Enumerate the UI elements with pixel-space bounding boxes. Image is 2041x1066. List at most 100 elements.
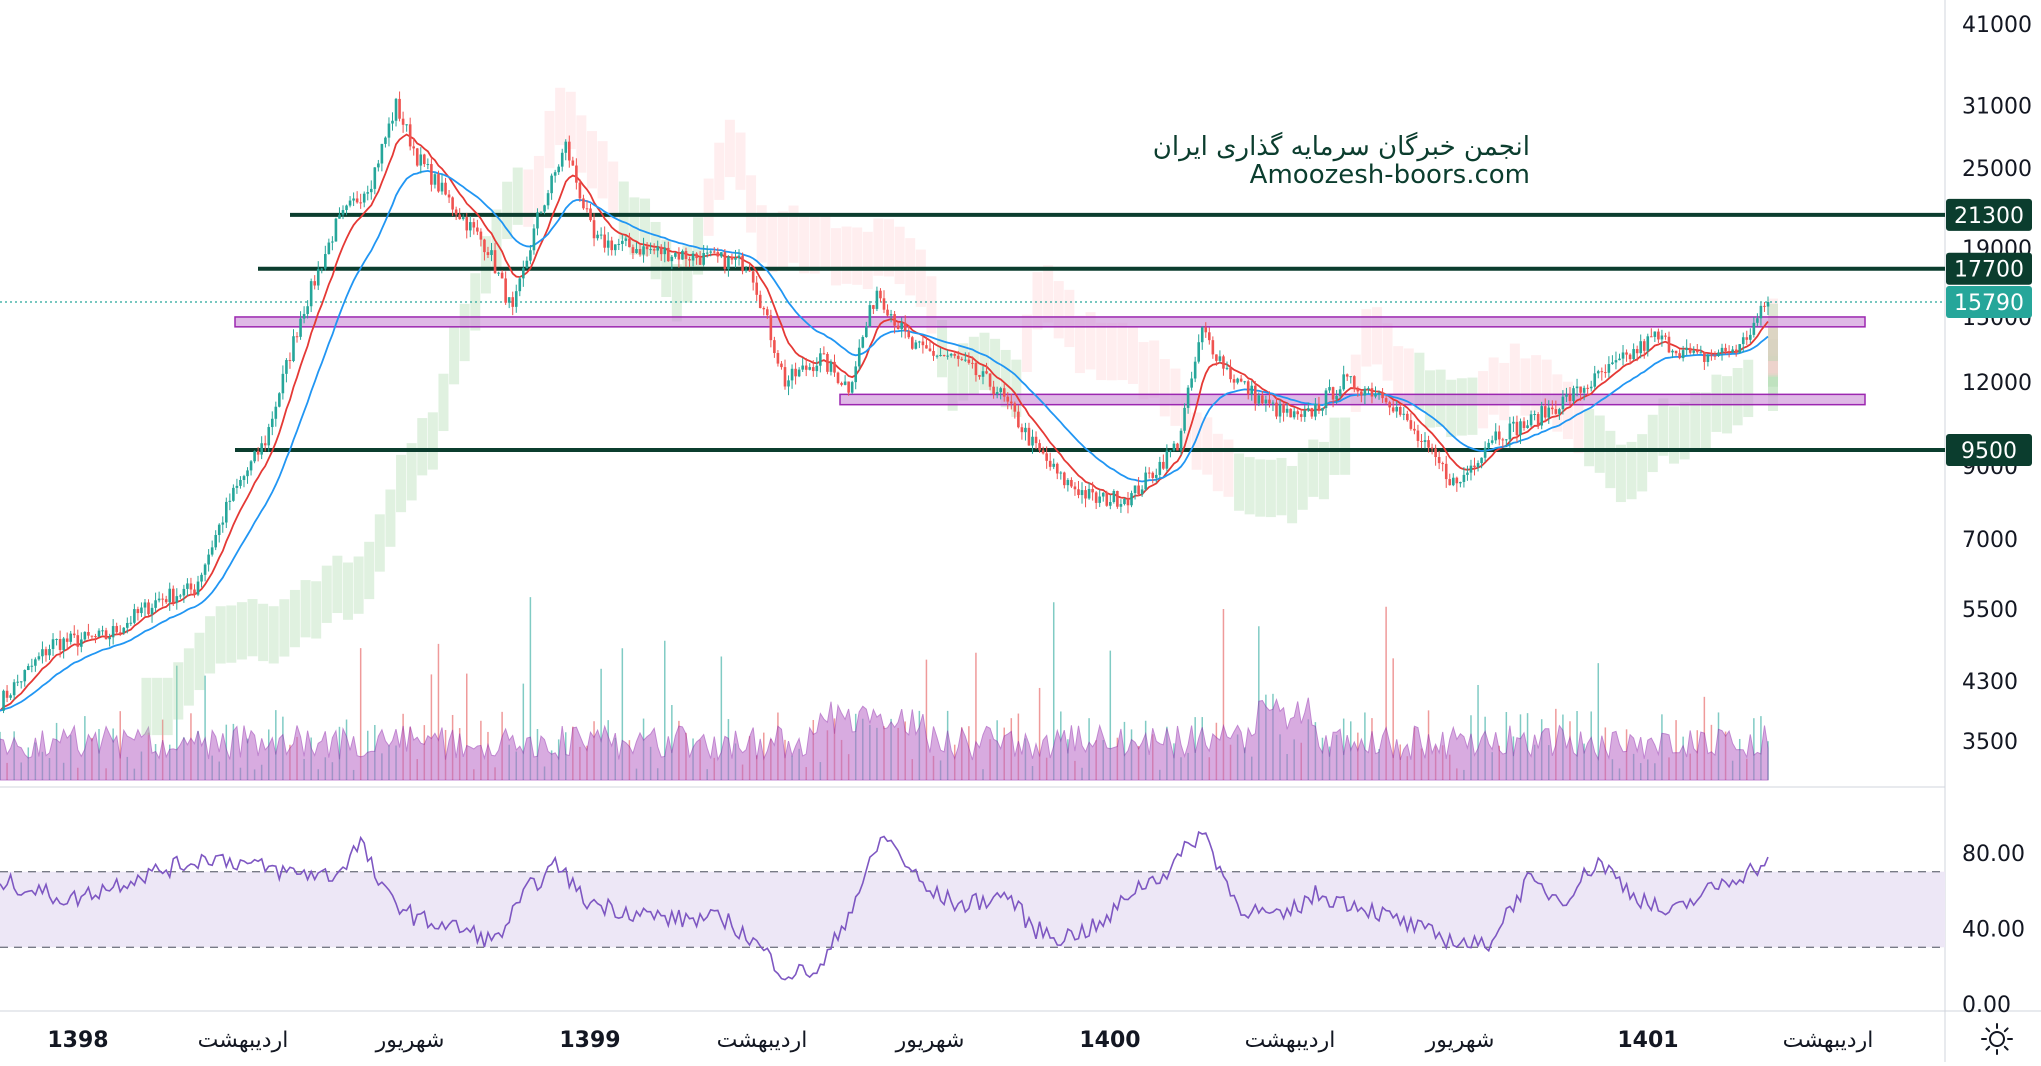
price-tick-label: 12000 xyxy=(1962,371,2032,396)
candle-body xyxy=(1678,353,1681,359)
cloud-segment xyxy=(300,580,311,638)
rsi-axis[interactable]: 80.00 40.00 0.00 xyxy=(1962,842,2025,1018)
candle-body xyxy=(847,381,850,393)
candle-body xyxy=(1087,488,1091,499)
candle-body xyxy=(355,198,359,203)
candle-body xyxy=(1685,347,1688,351)
candle-body xyxy=(988,373,992,387)
candle-body xyxy=(16,681,19,683)
candle-body xyxy=(1374,394,1377,397)
candle-body xyxy=(1459,481,1462,484)
cloud-segment xyxy=(958,343,969,401)
time-label: 1398 xyxy=(47,1028,108,1053)
cloud-segment xyxy=(1329,417,1340,475)
candle-body xyxy=(483,239,486,253)
time-label: 1399 xyxy=(559,1028,620,1053)
candles[interactable] xyxy=(2,91,1770,714)
cloud-segment xyxy=(735,132,746,190)
candle-body xyxy=(69,633,73,642)
candle-body xyxy=(444,182,447,195)
candle-body xyxy=(953,353,957,356)
candle-body xyxy=(359,202,362,204)
candle-body xyxy=(872,305,875,309)
candle-body xyxy=(232,487,235,501)
candle-body xyxy=(334,218,338,242)
candle-body xyxy=(1462,474,1466,482)
cloud-segment xyxy=(1096,322,1107,381)
candle-body xyxy=(1303,410,1307,417)
price-badge-text: 21300 xyxy=(1954,204,2024,229)
price-tick-label: 41000 xyxy=(1962,13,2032,38)
candle-body xyxy=(578,182,582,199)
candle-body xyxy=(193,589,196,595)
candle-body xyxy=(903,322,907,332)
candle-body xyxy=(260,443,263,455)
candle-body xyxy=(2,690,5,711)
candle-body xyxy=(1211,340,1215,355)
candle-body xyxy=(575,165,578,183)
candle-body xyxy=(1565,394,1568,397)
price-tick-label: 4300 xyxy=(1962,670,2018,695)
cloud-segment xyxy=(1668,406,1679,464)
cloud-segment xyxy=(979,332,990,391)
time-axis[interactable]: 1398 اردیبهشت شهریور 1399 اردیبهشت شهریور 1400… xyxy=(47,1028,1873,1053)
candle-body xyxy=(1098,496,1101,503)
price-badge-bg xyxy=(1946,252,2032,285)
cloud-segment xyxy=(1032,272,1043,330)
candle-body xyxy=(1441,463,1444,465)
candle-body xyxy=(1055,463,1059,474)
candle-body xyxy=(437,174,440,192)
candle-body xyxy=(1328,387,1331,391)
candle-body xyxy=(26,666,30,671)
cloud-segment xyxy=(650,221,661,280)
sun-settings-icon[interactable] xyxy=(1980,1022,2014,1056)
cloud-segment xyxy=(406,443,417,501)
candle-body xyxy=(741,255,744,272)
horizontal-levels[interactable] xyxy=(0,212,1945,453)
price-axis[interactable]: 4100031000250001900015000120009000700055… xyxy=(1962,13,2032,755)
candle-body xyxy=(1695,350,1699,353)
cloud-segment xyxy=(915,249,926,307)
candle-body xyxy=(1699,352,1703,354)
candle-body xyxy=(384,137,387,144)
candle-body xyxy=(525,260,529,269)
candle-body xyxy=(705,252,709,254)
candle-body xyxy=(1674,350,1678,354)
candle-body xyxy=(1105,492,1109,506)
rsi-tick-label: 80.00 xyxy=(1962,842,2025,867)
candle-body xyxy=(882,298,886,310)
candle-body xyxy=(468,222,472,231)
candle-body xyxy=(1268,399,1271,404)
candle-body xyxy=(907,331,911,338)
cloud-segment xyxy=(141,677,152,736)
candle-body xyxy=(1420,440,1423,442)
cloud-segment xyxy=(1768,319,1778,377)
candle-body xyxy=(1734,349,1738,354)
cloud-segment xyxy=(205,616,216,674)
cloud-segment xyxy=(385,489,396,547)
candle-body xyxy=(1406,413,1409,421)
candle-body xyxy=(1505,439,1508,441)
candle-body xyxy=(1416,430,1420,441)
cloud-segment xyxy=(1297,452,1308,510)
candle-body xyxy=(1646,336,1650,351)
candle-body xyxy=(553,172,557,176)
cloud-segment xyxy=(756,205,767,263)
cloud-segment xyxy=(1414,352,1425,410)
candle-body xyxy=(1487,442,1490,448)
candle-body xyxy=(518,278,522,292)
volume-bars xyxy=(0,597,1769,781)
candle-body xyxy=(1232,379,1236,383)
support-resistance-zones[interactable] xyxy=(234,316,1866,406)
cloud-segment xyxy=(215,606,226,664)
price-badge-21300: 21300 xyxy=(1946,198,2032,231)
candle-body xyxy=(1522,421,1526,428)
candle-body xyxy=(1738,344,1742,354)
cloud-segment xyxy=(1149,340,1160,398)
candle-body xyxy=(932,350,935,356)
candle-body xyxy=(1200,327,1204,343)
candle-body xyxy=(875,290,879,309)
candle-body xyxy=(1246,381,1250,395)
